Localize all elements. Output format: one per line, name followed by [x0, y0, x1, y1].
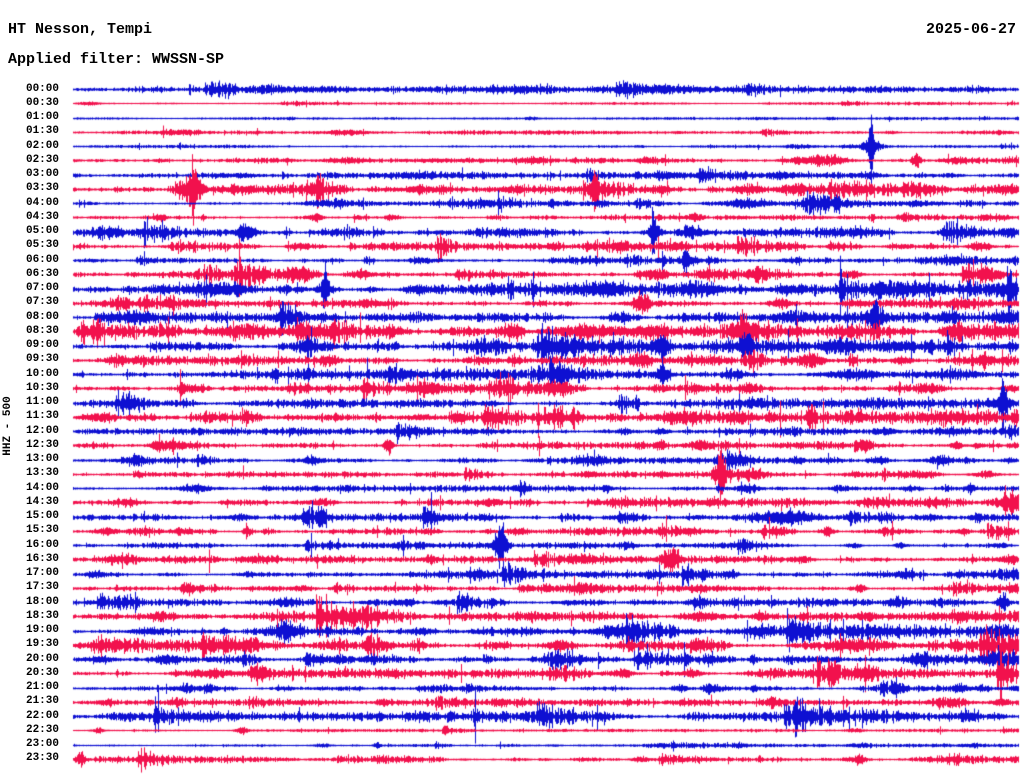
time-label: 05:30	[25, 239, 59, 252]
time-label: 21:00	[25, 681, 59, 694]
time-label: 23:30	[25, 752, 59, 765]
time-label: 22:30	[25, 723, 59, 736]
applied-filter-label: Applied filter: WWSSN-SP	[8, 51, 225, 68]
time-label: 12:30	[25, 438, 59, 451]
time-label: 17:00	[25, 567, 59, 580]
time-label: 08:00	[25, 310, 59, 323]
time-label: 02:30	[25, 153, 59, 166]
time-label: 12:00	[25, 424, 59, 437]
time-label: 07:30	[25, 296, 59, 309]
time-label: 16:00	[25, 538, 59, 551]
station-title: HT Nesson, Tempi	[8, 21, 153, 38]
time-label: 19:00	[25, 624, 59, 637]
time-label: 06:00	[25, 253, 59, 266]
time-label: 10:30	[25, 381, 59, 394]
time-label: 11:30	[25, 410, 59, 423]
time-label: 19:30	[25, 638, 59, 651]
time-label: 20:00	[25, 652, 59, 665]
time-label: 09:30	[25, 353, 59, 366]
time-label: 09:00	[25, 339, 59, 352]
time-label: 00:00	[25, 82, 59, 95]
date-label: 2025-06-27	[925, 21, 1016, 38]
time-label: 03:00	[25, 168, 59, 181]
time-label: 03:30	[25, 182, 59, 195]
time-label: 10:00	[25, 367, 59, 380]
time-label: 22:00	[25, 709, 59, 722]
time-label: 18:00	[25, 595, 59, 608]
time-label: 21:30	[25, 695, 59, 708]
time-label: 18:30	[25, 609, 59, 622]
time-label: 04:00	[25, 196, 59, 209]
time-label: 17:30	[25, 581, 59, 594]
time-label: 05:00	[25, 225, 59, 238]
time-label: 06:30	[25, 267, 59, 280]
time-label: 07:00	[25, 282, 59, 295]
time-label: 16:30	[25, 552, 59, 565]
time-label: 20:30	[25, 666, 59, 679]
time-label: 14:00	[25, 481, 59, 494]
time-label: 01:30	[25, 125, 59, 138]
time-label: 04:30	[25, 210, 59, 223]
time-label: 11:00	[25, 396, 59, 409]
time-label: 02:00	[25, 139, 59, 152]
time-label: 08:30	[25, 324, 59, 337]
time-label: 15:30	[25, 524, 59, 537]
time-label: 13:00	[25, 453, 59, 466]
time-label: 01:00	[25, 111, 59, 123]
time-label: 00:30	[25, 96, 59, 109]
time-label: 13:30	[25, 467, 59, 480]
time-label: 14:30	[25, 495, 59, 508]
time-axis-labels: 00:00 00:30 01:00 01:30 02:00 02:30 03:00 03:30…	[0, 0, 61, 780]
time-label: 23:00	[25, 738, 59, 751]
time-label: 15:00	[25, 510, 59, 523]
